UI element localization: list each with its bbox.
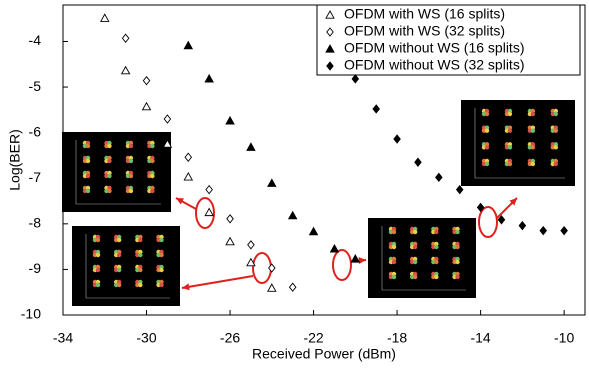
constellation-dot [117,283,121,287]
legend-label: OFDM with WS (32 splits) [344,23,505,39]
legend-label: OFDM with WS (16 splits) [344,6,505,22]
constellation-dot [129,159,133,163]
constellation-dot [531,145,535,149]
x-tick-label: -14 [470,330,490,346]
constellation-image [62,132,171,212]
constellation-dot [392,260,396,264]
x-tick-label: -10 [554,330,574,346]
constellation-dot [86,159,90,163]
y-tick-label: -10 [21,306,41,322]
constellation-dot [455,230,459,234]
constellation-dot [485,112,489,116]
constellation-dot [392,275,396,279]
constellation-dot [508,128,512,132]
constellation-dot [413,260,417,264]
constellation-dot [485,128,489,132]
y-axis-label: Log(BER) [7,129,23,190]
constellation-dot [508,112,512,116]
constellation-dot [508,162,512,166]
x-tick-label: -30 [136,330,156,346]
constellation-dot [96,268,100,272]
constellation-dot [554,112,558,116]
constellation-dot [96,253,100,257]
x-tick-label: -22 [303,330,323,346]
legend-label: OFDM without WS (16 splits) [344,40,524,56]
constellation-dot [434,260,438,264]
constellation-dot [150,159,154,163]
y-tick-label: -9 [29,260,42,276]
constellation-dot [554,145,558,149]
constellation-dot [86,144,90,148]
constellation-dot [531,128,535,132]
constellation-dot [508,145,512,149]
constellation-dot [107,189,111,193]
x-tick-label: -34 [53,330,73,346]
constellation-dot [138,238,142,242]
constellation-dot [434,230,438,234]
constellation-dot [413,230,417,234]
constellation-dot [86,189,90,193]
constellation-dot [159,283,163,287]
constellation-dot [117,268,121,272]
constellation-dot [392,245,396,249]
constellation-image [72,226,180,306]
y-tick-label: -8 [29,215,42,231]
constellation-dot [138,283,142,287]
constellation-dot [138,253,142,257]
y-tick-label: -7 [29,169,42,185]
constellation-dot [117,238,121,242]
constellation-dot [531,112,535,116]
constellation-dot [455,275,459,279]
constellation-dot [392,230,396,234]
constellation-dot [159,253,163,257]
constellation-dot [107,159,111,163]
constellation-dot [554,128,558,132]
constellation-dot [455,245,459,249]
constellation-dot [138,268,142,272]
constellation-dot [159,238,163,242]
x-axis-label: Received Power (dBm) [252,346,396,362]
constellation-dot [129,174,133,178]
x-tick-label: -18 [387,330,407,346]
constellation-dot [117,253,121,257]
constellation-dot [554,162,558,166]
x-tick-label: -26 [220,330,240,346]
y-tick-label: -4 [29,32,42,48]
constellation-dot [150,144,154,148]
constellation-dot [150,189,154,193]
constellation-dot [107,174,111,178]
constellation-dot [159,268,163,272]
constellation-dot [96,238,100,242]
constellation-dot [413,245,417,249]
chart: Received Power (dBm) Log(BER) -34 -30 -26 -… [0,0,589,367]
constellation-dot [455,260,459,264]
constellation-dot [129,144,133,148]
constellation-dot [434,275,438,279]
constellation-dot [150,174,154,178]
constellation-dot [413,275,417,279]
constellation-dot [96,283,100,287]
constellation-image [461,100,575,186]
constellation-dot [129,189,133,193]
constellation-dot [107,144,111,148]
constellation-dot [86,174,90,178]
constellation-image [368,218,476,298]
constellation-dot [531,162,535,166]
y-tick-label: -5 [29,78,42,94]
constellation-dot [485,145,489,149]
constellation-dot [434,245,438,249]
legend-label: OFDM without WS (32 splits) [344,57,524,73]
constellation-dot [485,162,489,166]
y-tick-label: -6 [29,123,42,139]
